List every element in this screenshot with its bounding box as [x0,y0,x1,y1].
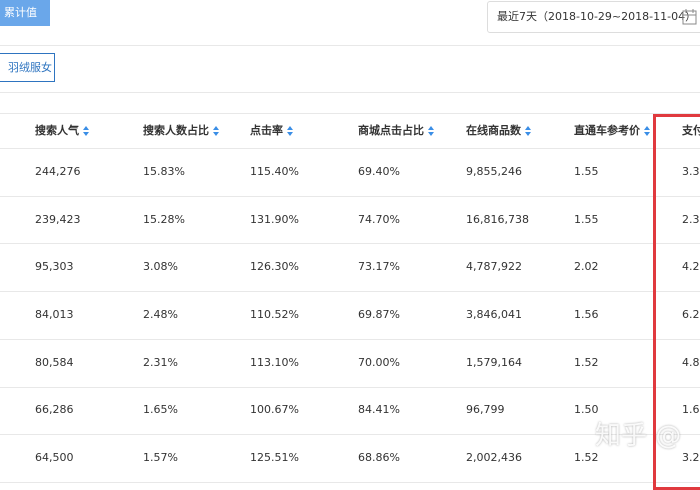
row-divider [0,243,700,245]
table-cell: 1,579,164 [466,355,522,369]
table-cell: 244,276 [35,164,81,178]
table-cell: 125.51% [250,451,299,465]
table-cell: 131.90% [250,212,299,226]
sort-icon[interactable] [212,125,220,137]
table-cell: 100.67% [250,403,299,417]
table-cell: 4.80 [682,355,700,369]
divider [0,45,700,46]
table-cell: 2,002,436 [466,451,522,465]
table-border [0,113,700,114]
table-cell: 2.32 [682,212,700,226]
row-divider [0,481,700,483]
table-cell: 70.00% [358,355,400,369]
sort-icon[interactable] [82,125,90,137]
column-header[interactable]: 搜索人气 [35,123,90,139]
table-cell: 3.08% [143,260,178,274]
tag-button[interactable]: 羽绒服女 [0,53,55,82]
table-cell: 1.52 [574,451,599,465]
column-header[interactable]: 在线商品数 [466,123,532,139]
table-cell: 113.10% [250,355,299,369]
table-cell: 73.17% [358,260,400,274]
mode-button[interactable]: 累计值 [0,0,50,26]
table-cell: 16,816,738 [466,212,529,226]
row-divider [0,386,700,388]
table-cell: 84,013 [35,307,74,321]
divider [0,92,700,93]
row-divider [0,195,700,197]
column-header[interactable]: 搜索人数占比 [143,123,220,139]
column-header[interactable]: 商城点击占比 [358,123,435,139]
table-cell: 66,286 [35,403,74,417]
date-range: 最近7天（2018-10-29~2018-11-04） [497,10,697,23]
table-cell: 95,303 [35,260,74,274]
table-cell: 80,584 [35,355,74,369]
column-header[interactable]: 直通车参考价 [574,123,651,139]
table-cell: 1.55 [574,164,599,178]
table-cell: 1.65% [143,403,178,417]
table-cell: 6.22 [682,307,700,321]
sort-icon[interactable] [427,125,435,137]
table-cell: 115.40% [250,164,299,178]
row-divider [0,291,700,293]
table-cell: 84.41% [358,403,400,417]
table-cell: 1.56 [574,307,599,321]
table-cell: 126.30% [250,260,299,274]
calendar-icon[interactable] [682,8,698,26]
table-cell: 15.83% [143,164,185,178]
sort-icon[interactable] [286,125,294,137]
table-cell: 3.22 [682,451,700,465]
table-cell: 74.70% [358,212,400,226]
table-cell: 3,846,041 [466,307,522,321]
table-cell: 15.28% [143,212,185,226]
table-cell: 1.57% [143,451,178,465]
table-cell: 1.61 [682,403,700,417]
table-cell: 9,855,246 [466,164,522,178]
table-cell: 4.28 [682,260,700,274]
table-cell: 69.87% [358,307,400,321]
table-cell: 2.31% [143,355,178,369]
table-cell: 4,787,922 [466,260,522,274]
table-cell: 1.55 [574,212,599,226]
table-cell: 3.36 [682,164,700,178]
table-cell: 2.48% [143,307,178,321]
table-cell: 68.86% [358,451,400,465]
watermark: 知乎 @ [595,421,682,451]
table-cell: 1.52 [574,355,599,369]
table-cell: 110.52% [250,307,299,321]
table-cell: 1.50 [574,403,599,417]
table-border [0,148,700,149]
table-cell: 96,799 [466,403,505,417]
column-header[interactable]: 支付 [682,124,700,137]
sort-icon[interactable] [643,125,651,137]
row-divider [0,434,700,436]
table-cell: 239,423 [35,212,81,226]
table-cell: 69.40% [358,164,400,178]
date-range-picker[interactable]: 最近7天（2018-10-29~2018-11-04） [487,1,700,33]
data-table: 搜索人气 搜索人数占比 点击率 商城点击占比 在线商品数 直通车参考价 支付 244,276 1… [0,113,700,483]
column-header[interactable]: 点击率 [250,123,294,139]
table-cell: 2.02 [574,260,599,274]
sort-icon[interactable] [524,125,532,137]
table-cell: 64,500 [35,451,74,465]
row-divider [0,338,700,340]
